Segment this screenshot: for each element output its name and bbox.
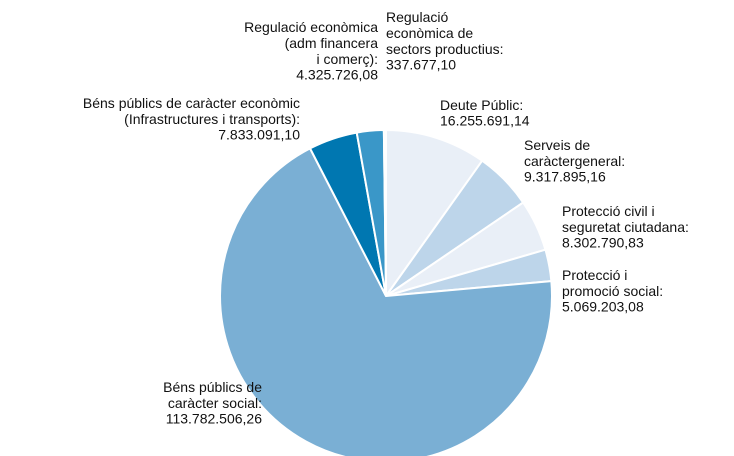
label-line: i comerç): xyxy=(317,51,378,67)
label-line: Regulació econòmica xyxy=(244,19,378,35)
value-label: 16.255.691,14 xyxy=(440,113,530,129)
slice-label: Béns públics de caràcter econòmic (Infras… xyxy=(83,95,300,127)
value-label: 113.782.506,26 xyxy=(166,411,262,427)
slice-label: Serveis de caràctergeneral: xyxy=(524,137,625,169)
label-line: econòmica de xyxy=(386,25,473,41)
slice-label: Regulació econòmica de sectors productius: xyxy=(386,9,504,57)
wedge xyxy=(385,128,484,300)
wedge xyxy=(382,128,387,297)
label-line: Protecció civil i xyxy=(562,203,655,219)
slice-label: Protecció i promoció social: xyxy=(562,267,663,299)
slice-label: Béns públics de caràcter social: xyxy=(163,379,262,411)
label-line: Béns públics de xyxy=(163,379,262,395)
slice-label: Deute Públic: xyxy=(440,97,523,113)
slice-label: Regulació econòmica (adm financera i comer… xyxy=(244,19,378,67)
label-line: (Infrastructures i transports): xyxy=(124,111,300,127)
label-line: Deute Públic: xyxy=(440,97,523,113)
label-line: promoció social: xyxy=(562,283,663,299)
wedge xyxy=(219,147,553,456)
slice-label: Protecció civil i seguretat ciutadana: xyxy=(562,203,689,235)
value-label: 9.317.895,16 xyxy=(524,169,606,185)
value-label: 337.677,10 xyxy=(386,57,456,73)
label-line: Béns públics de caràcter econòmic xyxy=(83,95,300,111)
label-line: Serveis de xyxy=(524,137,590,153)
value-label: 8.302.790,83 xyxy=(562,235,644,251)
label-line: sectors productius: xyxy=(386,41,504,57)
value-label: 4.325.726,08 xyxy=(296,67,378,83)
label-line: seguretat ciutadana: xyxy=(562,219,689,235)
label-line: (adm financera xyxy=(285,35,379,51)
label-line: caràcter social: xyxy=(168,395,262,411)
label-line: Regulació xyxy=(386,9,448,25)
value-label: 5.069.203,08 xyxy=(562,299,644,315)
value-label: 7.833.091,10 xyxy=(218,127,300,143)
label-line: caràctergeneral: xyxy=(524,153,625,169)
label-line: Protecció i xyxy=(562,267,627,283)
